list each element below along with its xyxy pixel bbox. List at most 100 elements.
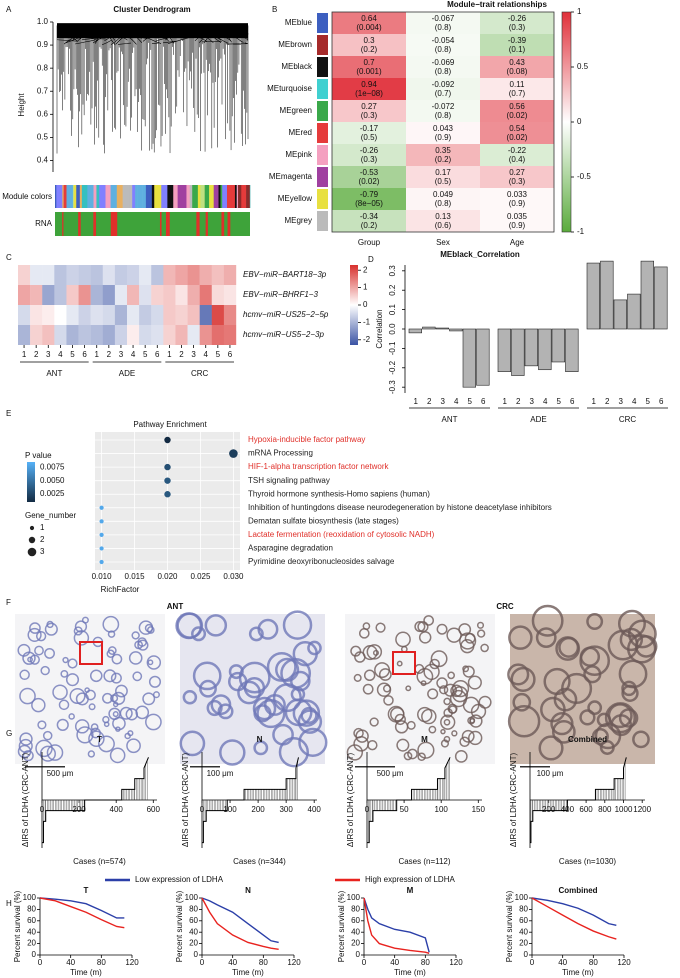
tissue (111, 653, 123, 665)
tissue (111, 691, 126, 705)
x-tick-label: 80 (259, 958, 268, 967)
chart-title: Combined (568, 735, 607, 744)
heatmap-cell (66, 325, 79, 345)
tissue (125, 708, 139, 721)
legend-dot (29, 525, 35, 531)
tissue (46, 620, 54, 629)
survival-line (201, 897, 279, 944)
tissue (634, 635, 658, 658)
bar (586, 262, 600, 330)
cell-p-value: (0.02) (507, 133, 528, 142)
cell-value: -0.34 (360, 212, 379, 221)
cell-p-value: (0.9) (435, 133, 452, 142)
cell-p-value: (0.02) (359, 177, 380, 186)
cell-value: -0.092 (432, 80, 455, 89)
tissue (39, 745, 56, 762)
module-color (161, 185, 168, 208)
tissue (447, 671, 455, 680)
module-color (177, 185, 182, 208)
tissue (84, 687, 90, 693)
row-label: EBV−miR−BHRF1−3 (243, 290, 318, 299)
tissue (619, 627, 644, 652)
tissue (446, 627, 462, 643)
dot (164, 463, 171, 471)
tissue (627, 619, 657, 649)
tissue (81, 616, 89, 624)
y-axis-label: ΔIRS of LDHA (CRC-ANT) (181, 753, 190, 848)
heatmap-cell (102, 265, 116, 285)
y-axis-label: ΔIRS of LDHA (CRC-ANT) (509, 753, 518, 848)
x-tick-label: 1200 (633, 805, 651, 814)
module-color (209, 185, 214, 208)
heatmap-frame (331, 11, 555, 233)
tissue (604, 702, 637, 734)
cell-value: 0.033 (507, 190, 528, 199)
colorbar-label: -1 (363, 318, 371, 327)
y-tick-label: 60 (519, 916, 528, 925)
heatmap-cell (223, 305, 237, 325)
cell-p-value: (0.3) (509, 23, 526, 32)
tissue (480, 643, 489, 653)
y-axis-label: Percent survival (%) (337, 890, 346, 962)
legend-label: 3 (40, 547, 45, 556)
x-tick-label: 5 (646, 397, 651, 406)
y-axis-label: Percent survival (%) (13, 890, 22, 962)
cell-p-value: (8e−05) (355, 199, 383, 208)
module-color (186, 185, 191, 208)
y-tick-label: 40 (27, 927, 36, 936)
x-tick-label: 40 (66, 958, 75, 967)
tissue (508, 625, 533, 650)
heatmap-cell (151, 285, 164, 305)
x-axis-label: Cases (n=112) (398, 857, 450, 866)
tissue (421, 708, 437, 725)
bar (408, 328, 422, 334)
heatmap-cell (223, 325, 237, 345)
x-tick-label: 0 (530, 958, 535, 967)
y-tick-label: 0 (356, 950, 361, 959)
tissue (462, 665, 470, 673)
x-tick-label: 6 (228, 350, 233, 359)
heatmap-cell (78, 325, 91, 345)
cell-value: 0.3 (363, 36, 375, 45)
x-tick-label: 0 (365, 805, 370, 814)
dendrogram-top (57, 23, 248, 39)
tissue (618, 659, 648, 689)
tissue (596, 712, 612, 728)
heatmap-cell (480, 12, 554, 34)
cell-value: -0.79 (360, 190, 379, 199)
module-color (142, 185, 147, 208)
heatmap-cell (199, 265, 212, 285)
tissue (126, 738, 141, 754)
cell-value: 0.56 (509, 102, 525, 111)
x-tick-label: 3 (441, 397, 446, 406)
tissue (586, 613, 604, 630)
tissue (543, 667, 571, 696)
heatmap-cell (30, 285, 43, 305)
colorbar-label: 0.0075 (40, 462, 65, 471)
pathway-label: TSH signaling pathway (248, 476, 330, 485)
tissue (440, 728, 446, 735)
heatmap-cell (480, 166, 554, 188)
legend-label: Low expression of LDHA (135, 875, 224, 884)
heatmap-cell (406, 210, 480, 232)
module-color (137, 185, 143, 208)
tissue (454, 749, 468, 763)
tissue (375, 622, 386, 633)
tissue (252, 696, 277, 721)
heatmap-cell (406, 12, 480, 34)
heatmap-cell (54, 305, 67, 325)
tissue (278, 737, 310, 768)
panel-letter: F (6, 598, 11, 607)
tissue (191, 626, 207, 642)
survival-line (531, 897, 617, 927)
tissue (65, 673, 80, 687)
tissue (297, 709, 323, 734)
bar (613, 299, 627, 330)
heatmap-cell (332, 100, 406, 122)
dendrogram-branch (244, 42, 249, 45)
group-label: CRC (191, 369, 209, 378)
tissue (374, 662, 391, 679)
chart-title: Cluster Dendrogram (113, 5, 190, 14)
heatmap-cell (199, 305, 212, 325)
rna-strip-mark (93, 212, 96, 236)
